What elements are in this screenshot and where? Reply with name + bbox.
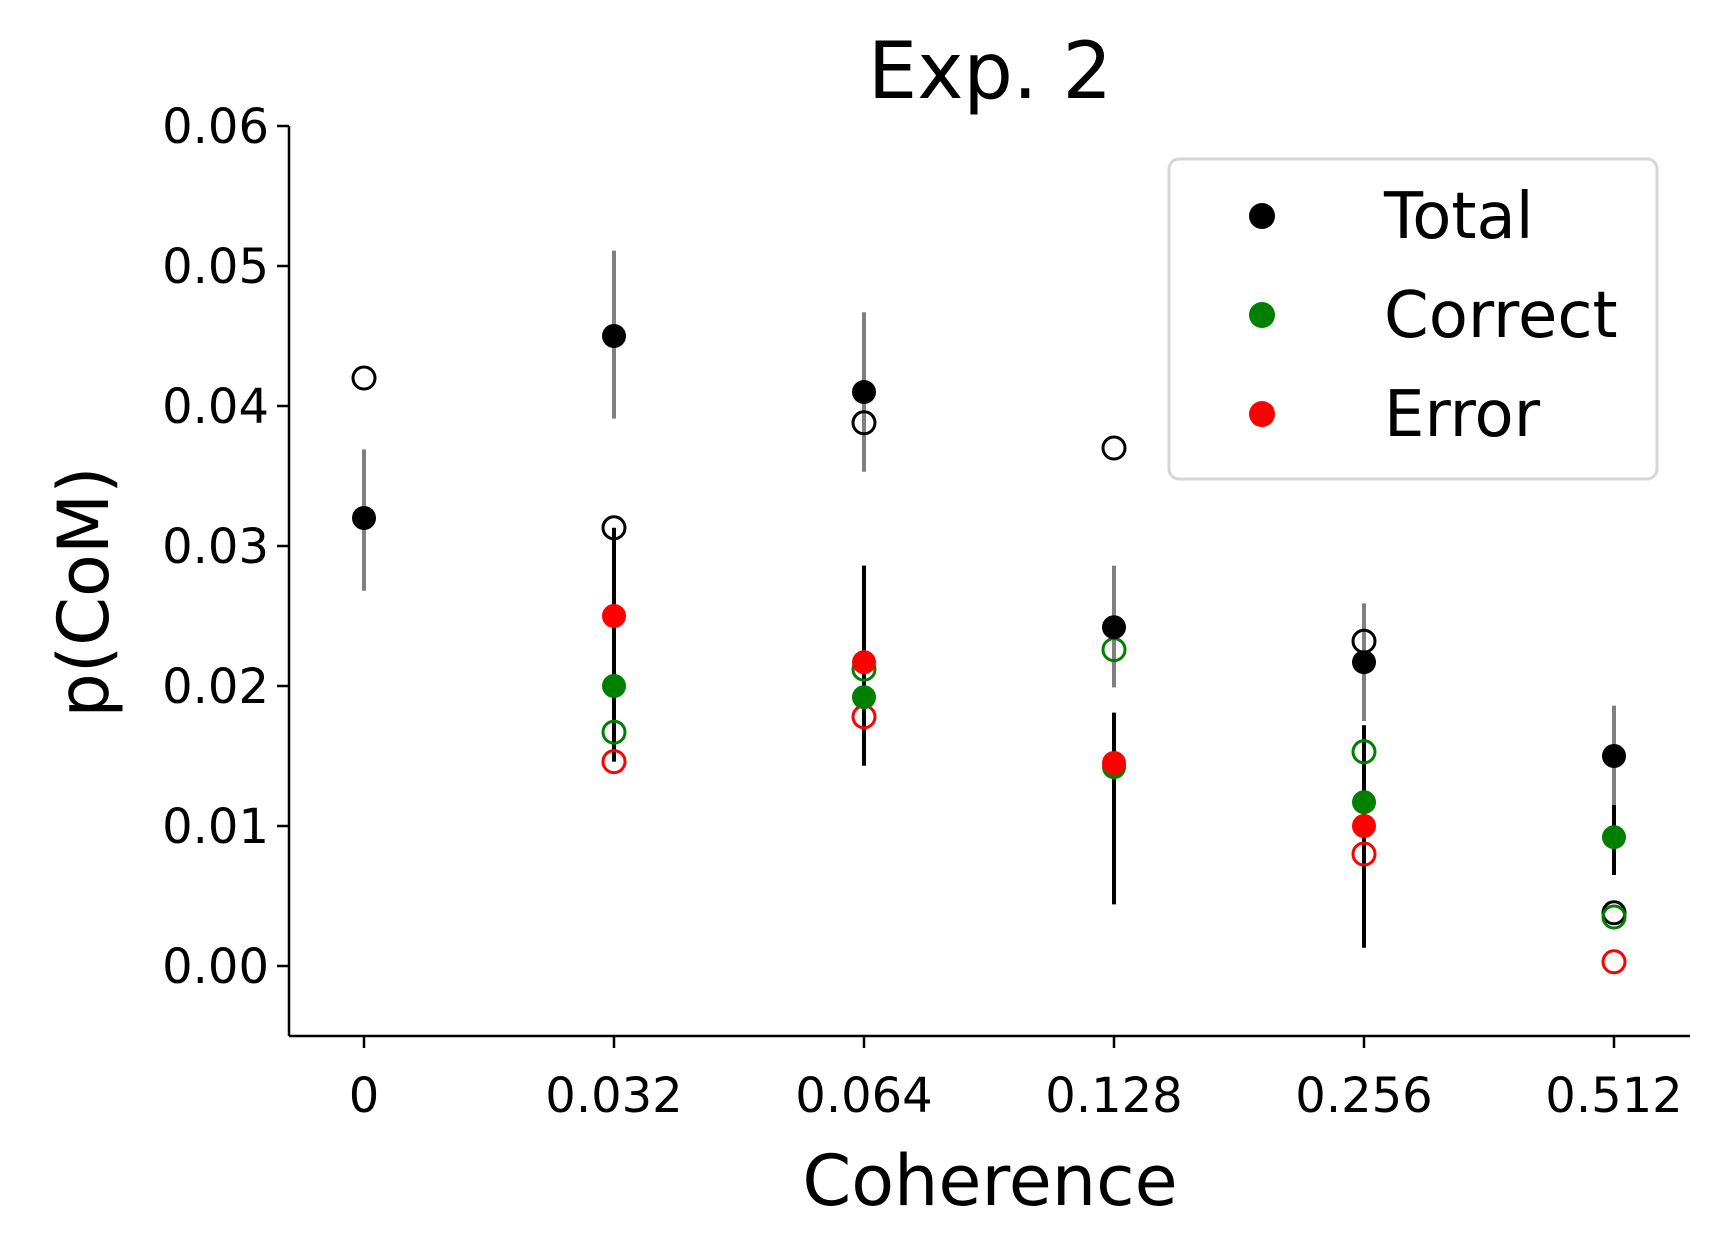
x-tick-label: 0.256 bbox=[1295, 1068, 1432, 1124]
error-filled-point bbox=[852, 650, 876, 675]
y-tick-label: 0.06 bbox=[162, 99, 269, 155]
x-tick-label: 0.064 bbox=[795, 1068, 932, 1124]
plot-area bbox=[351, 250, 1627, 975]
chart-title: Exp. 2 bbox=[868, 27, 1112, 117]
total-legend-label: Total bbox=[1383, 180, 1533, 254]
correct-hollow-point bbox=[1351, 739, 1377, 765]
error-hollow-point bbox=[601, 749, 627, 775]
correct-filled-point bbox=[1352, 790, 1376, 815]
correct-filled-point bbox=[852, 685, 876, 710]
y-tick-label: 0.00 bbox=[162, 939, 269, 995]
legend: Total Correct Error bbox=[1167, 157, 1659, 481]
correct-hollow-point bbox=[1601, 904, 1627, 930]
correct-legend-label: Correct bbox=[1384, 279, 1618, 353]
y-tick-label: 0.04 bbox=[162, 379, 269, 435]
y-tick-label: 0.02 bbox=[162, 659, 269, 715]
total-filled-point bbox=[1102, 615, 1126, 640]
correct-filled-point bbox=[1602, 825, 1626, 850]
error-filled-point bbox=[1102, 751, 1126, 775]
correct-filled-point bbox=[602, 674, 626, 698]
x-axis-label: Coherence bbox=[802, 1140, 1177, 1222]
total-hollow-point bbox=[851, 410, 877, 436]
axes: 0.00 0.01 0.02 0.03 0.04 0.05 0.06 0 0.032 0.064 0… bbox=[162, 99, 1690, 1124]
correct-legend-marker bbox=[1249, 302, 1275, 328]
error-legend-marker bbox=[1249, 401, 1275, 427]
y-tick-label: 0.03 bbox=[162, 519, 269, 575]
total-hollow-point bbox=[351, 365, 377, 391]
x-tick-label: 0.512 bbox=[1545, 1068, 1682, 1124]
error-filled-point bbox=[1352, 814, 1376, 838]
total-filled-point bbox=[1352, 650, 1376, 675]
correct-hollow-point bbox=[601, 719, 627, 745]
error-legend-label: Error bbox=[1384, 378, 1541, 452]
x-tick-label: 0.128 bbox=[1045, 1068, 1182, 1124]
total-hollow-point bbox=[1101, 435, 1127, 461]
y-tick-label: 0.05 bbox=[162, 239, 269, 295]
total-hollow-point bbox=[601, 515, 627, 541]
error-filled-point bbox=[602, 604, 626, 628]
total-filled-point bbox=[1602, 744, 1626, 768]
error-hollow-point bbox=[1351, 841, 1377, 867]
y-tick-label: 0.01 bbox=[162, 799, 269, 855]
total-filled-point bbox=[852, 380, 876, 404]
legend-box bbox=[1167, 157, 1659, 481]
x-tick-label: 0.032 bbox=[545, 1068, 682, 1124]
error-hollow-point bbox=[1601, 949, 1627, 975]
x-tick-label: 0 bbox=[349, 1068, 380, 1124]
total-legend-marker bbox=[1249, 203, 1275, 229]
y-axis-label: p(CoM) bbox=[43, 466, 125, 717]
total-filled-point bbox=[352, 506, 376, 530]
total-filled-point bbox=[602, 324, 626, 348]
